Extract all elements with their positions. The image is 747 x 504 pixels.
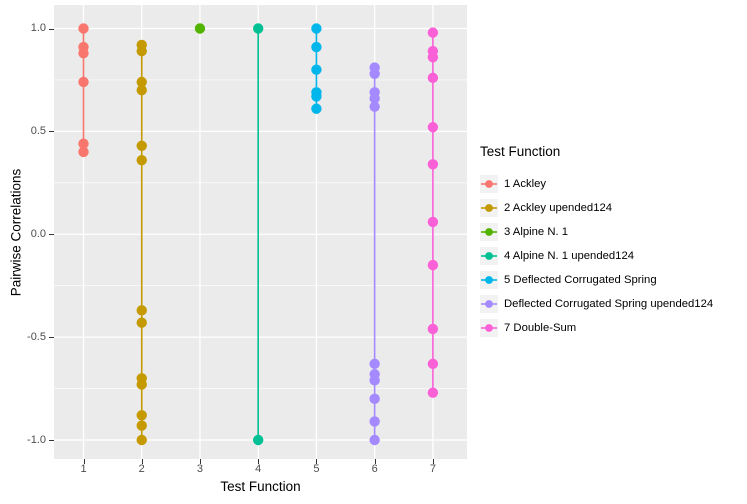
data-point [311,91,322,102]
chart-panel [54,5,467,459]
data-point [427,387,439,398]
x-tick-mark [83,459,85,464]
legend-item: 3 Alpine N. 1 [480,220,713,244]
data-point [136,305,147,316]
data-point [194,23,206,34]
panel-background [54,5,467,459]
y-tick-label: 1.0 [30,22,46,34]
data-point [136,45,147,57]
legend-item-label: 2 Ackley upended124 [504,202,613,214]
legend-item: 7 Double-Sum [480,316,713,340]
x-axis-title: Test Function [220,479,301,494]
legend-item-label: Deflected Corrugated Spring upended124 [504,298,714,310]
legend-item: 1 Ackley [480,172,713,196]
y-tick-mark [49,337,54,339]
data-point [136,379,147,390]
data-point [311,23,322,34]
legend-item-label: 4 Alpine N. 1 upended124 [504,250,635,262]
data-point [369,434,380,446]
data-point [427,122,439,133]
data-point [311,41,322,53]
data-point [427,72,439,84]
legend-key-icon [480,271,498,289]
legend-key-icon [480,223,498,241]
legend-key-icon [480,175,498,193]
y-tick-mark [49,440,54,441]
y-axis-title: Pairwise Correlations [8,168,24,297]
legend-item: Deflected Corrugated Spring upended124 [480,292,713,316]
data-point [78,138,89,149]
legend-key-icon [480,295,498,313]
data-point [136,76,147,88]
legend-key-icon [480,247,498,265]
y-tick-mark [49,28,54,30]
data-point [369,68,380,79]
x-tick-label: 6 [371,463,378,475]
data-point [427,259,439,271]
x-tick-mark [199,459,201,464]
legend-item: 2 Ackley upended124 [480,196,713,220]
legend-title: Test Function [480,144,561,159]
data-point [252,23,264,34]
y-tick-label: -0.5 [27,330,46,343]
x-tick-mark [141,459,143,464]
data-point [78,47,89,59]
data-point [78,23,89,34]
data-point [369,93,380,104]
x-tick-label: 1 [80,463,87,475]
data-point [369,416,380,427]
legend-items: 1 Ackley 2 Ackley upended124 3 Alpine N. 1… [480,172,713,340]
legend-key-icon [480,319,498,337]
y-tick-label: 0.0 [30,227,46,240]
data-point [252,434,264,446]
legend-item-label: 7 Double-Sum [504,322,577,334]
legend-key-icon [480,199,498,217]
data-point [78,76,89,88]
y-tick-mark [49,131,54,133]
legend-item-label: 5 Deflected Corrugated Spring [504,274,657,286]
x-tick-label: 7 [429,463,436,475]
data-point [427,159,439,170]
data-point [427,27,439,38]
data-point [427,52,439,63]
data-point [136,140,147,151]
data-point [369,393,380,405]
x-tick-label: 3 [196,463,204,475]
legend: Test Function 1 Ackley 2 Ackley upended12… [480,144,713,340]
data-point [369,358,380,370]
data-point [427,323,439,335]
data-point [136,434,147,446]
x-tick-mark [374,459,376,464]
y-tick-mark [49,234,54,236]
legend-item-label: 1 Ackley [504,178,547,190]
data-point [136,420,147,431]
legend-item-label: 3 Alpine N. 1 [504,226,569,238]
data-point [311,64,322,75]
data-point [136,85,147,96]
data-point [427,358,439,370]
data-point [311,103,322,114]
data-point [427,216,439,228]
data-point [136,317,147,328]
x-tick-mark [316,459,318,464]
x-tick-mark [258,459,260,464]
data-point [78,146,89,158]
data-point [136,410,147,421]
data-point [369,375,380,386]
x-tick-label: 4 [255,463,262,475]
y-tick-label: -1.0 [27,433,46,446]
x-tick-label: 5 [313,463,320,475]
legend-item: 4 Alpine N. 1 upended124 [480,244,713,268]
data-point [136,154,147,166]
data-point [369,101,380,112]
x-tick-mark [432,459,434,464]
legend-item: 5 Deflected Corrugated Spring [480,268,713,292]
x-tick-label: 2 [138,463,145,475]
y-tick-label: 0.5 [30,124,46,137]
